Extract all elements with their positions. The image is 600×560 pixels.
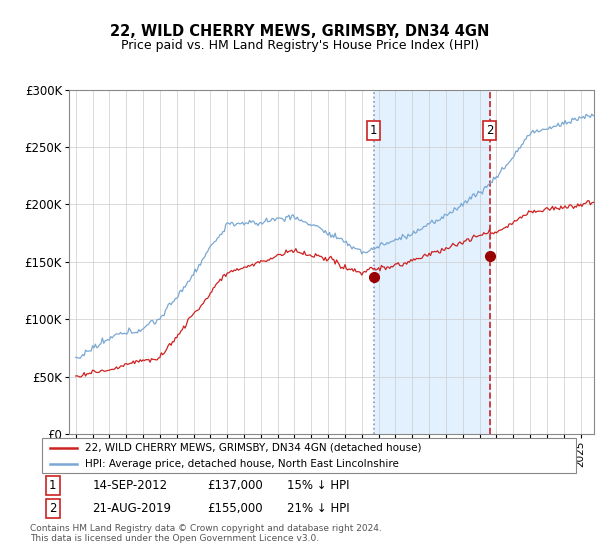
Text: £137,000: £137,000: [208, 479, 263, 492]
Text: 21-AUG-2019: 21-AUG-2019: [92, 502, 172, 515]
FancyBboxPatch shape: [42, 438, 576, 473]
Bar: [374, 90, 490, 434]
Text: 2: 2: [486, 124, 493, 137]
Text: 22, WILD CHERRY MEWS, GRIMSBY, DN34 4GN (detached house): 22, WILD CHERRY MEWS, GRIMSBY, DN34 4GN …: [85, 443, 421, 453]
Text: Contains HM Land Registry data © Crown copyright and database right 2024.
This d: Contains HM Land Registry data © Crown c…: [30, 524, 382, 543]
Text: 15% ↓ HPI: 15% ↓ HPI: [287, 479, 349, 492]
Text: 2: 2: [49, 502, 56, 515]
Text: 14-SEP-2012: 14-SEP-2012: [92, 479, 167, 492]
Text: Price paid vs. HM Land Registry's House Price Index (HPI): Price paid vs. HM Land Registry's House …: [121, 39, 479, 52]
Text: 1: 1: [49, 479, 56, 492]
Text: HPI: Average price, detached house, North East Lincolnshire: HPI: Average price, detached house, Nort…: [85, 459, 398, 469]
Text: 21% ↓ HPI: 21% ↓ HPI: [287, 502, 349, 515]
Text: 22, WILD CHERRY MEWS, GRIMSBY, DN34 4GN: 22, WILD CHERRY MEWS, GRIMSBY, DN34 4GN: [110, 24, 490, 39]
Text: 1: 1: [370, 124, 377, 137]
Text: £155,000: £155,000: [208, 502, 263, 515]
